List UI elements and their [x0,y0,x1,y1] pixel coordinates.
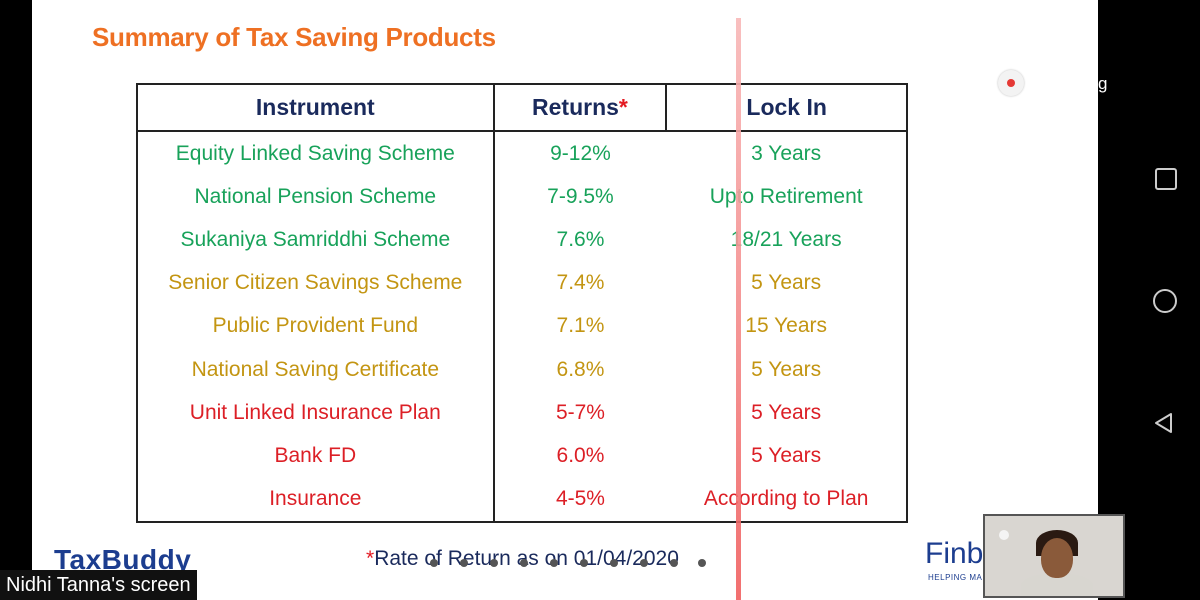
cell-lock-in: 5 Years [666,391,908,435]
laser-pointer-line [736,18,741,600]
wall-light [999,530,1009,540]
recording-label-fragment: g [1098,74,1108,93]
pagination-dot[interactable] [698,559,706,567]
pagination-dot[interactable] [670,559,678,567]
pagination-dot[interactable] [520,559,528,567]
back-triangle-icon[interactable] [1153,412,1175,434]
footnote: *Rate of Return as on 01/04/2020 [366,547,679,571]
table-row: National Pension Scheme 7-9.5% Upto Retire… [136,175,908,219]
header-returns-asterisk: * [618,94,628,120]
cell-lock-in: Upto Retirement [666,175,908,219]
pagination-dot[interactable] [610,559,618,567]
table-row: Public Provident Fund 7.1% 15 Years [136,304,908,348]
cell-lock-in: 3 Years [666,131,908,176]
header-returns: Returns* [492,83,668,132]
cell-lock-in: 5 Years [666,434,908,478]
footnote-text: Rate of Return as on 01/04/2020 [374,547,679,570]
cell-instrument: Senior Citizen Savings Scheme [136,261,495,305]
taxbuddy-logo: TaxBuddy [54,544,192,575]
cell-instrument: National Saving Certificate [136,347,495,392]
cell-instrument: Bank FD [136,434,495,478]
cell-returns: 7.6% [556,227,605,251]
cell-returns: 5-7% [555,400,605,424]
header-returns-label: Returns [532,94,619,120]
cell-instrument: National Pension Scheme [136,175,495,219]
header-lock-in: Lock In [665,83,908,132]
pagination-dot[interactable] [430,559,438,567]
table-row: National Saving Certificate 6.8% 5 Years [136,347,908,392]
cell-returns: 4-5% [493,477,667,523]
table-row: Bank FD 6.0% 5 Years [136,434,908,478]
cell-instrument: Equity Linked Saving Scheme [136,131,495,176]
table-row: Senior Citizen Savings Scheme 7.4% 5 Years [136,261,908,305]
participant-video-thumbnail[interactable] [983,514,1125,598]
cell-instrument: Unit Linked Insurance Plan [136,391,495,435]
pagination-dot[interactable] [460,559,468,567]
cell-returns: 7-9.5% [547,184,614,208]
cell-returns: 7.4% [556,271,605,295]
cell-returns: 6.8% [556,357,605,381]
table-row: Unit Linked Insurance Plan 5-7% 5 Years [136,391,908,435]
cell-instrument: Insurance [136,477,495,523]
home-circle-icon[interactable] [1153,289,1177,313]
cell-returns: 7.1% [556,314,605,338]
pagination-dot[interactable] [640,559,648,567]
recents-square-icon[interactable] [1155,168,1177,190]
participant-face [1041,538,1073,578]
cell-instrument: Public Provident Fund [136,304,495,348]
table-row: Insurance 4-5% According to Plan [136,477,908,523]
recording-indicator[interactable] [998,70,1024,96]
finbingo-tagline: HELPING MAN [928,573,989,582]
table-row: Equity Linked Saving Scheme 9-12% 3 Years [136,131,908,176]
cell-lock-in: 5 Years [666,347,908,392]
record-dot-icon [1007,79,1015,87]
table-row: Sukaniya Samriddhi Scheme 7.6% 18/21 Years [136,218,908,262]
pagination-dot[interactable] [580,559,588,567]
header-instrument: Instrument [136,83,495,132]
slide-pagination-dots[interactable] [430,559,710,569]
cell-returns: 6.0% [556,443,605,467]
presentation-slide: Summary of Tax Saving Products Instrumen… [32,0,1098,600]
cell-lock-in: According to Plan [666,477,908,523]
footnote-asterisk: * [366,547,375,570]
cell-lock-in: 18/21 Years [666,218,908,262]
pagination-dot[interactable] [550,559,558,567]
finbingo-logo: Finb [925,537,984,570]
participant-body [1021,574,1093,596]
table-header-row: Instrument Returns* Lock In [136,83,908,132]
tax-products-table: Instrument Returns* Lock In Equity Linke… [136,83,908,523]
cell-returns: 9-12% [550,141,611,165]
slide-title: Summary of Tax Saving Products [92,22,496,52]
pagination-dot[interactable] [490,559,498,567]
cell-lock-in: 5 Years [666,261,908,305]
cell-lock-in: 15 Years [666,304,908,348]
screen-share-label: Nidhi Tanna's screen [0,570,197,600]
cell-instrument: Sukaniya Samriddhi Scheme [136,218,495,262]
